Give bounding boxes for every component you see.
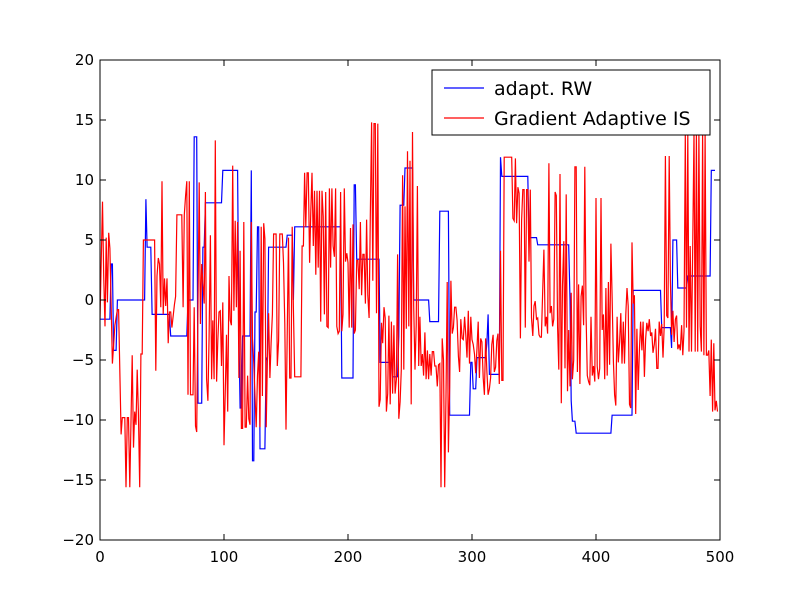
y-tick-label: −5 [72,351,94,369]
plot-frame [99,59,721,541]
y-tick-label: 0 [84,291,94,309]
y-tick-label: 10 [75,171,94,189]
series-layer [100,122,719,488]
series-line-gradient-adaptive-is [100,122,719,488]
x-tick-label: 300 [458,548,487,566]
y-tick-label: −20 [62,531,94,549]
y-tick-label: 5 [84,231,94,249]
x-tick-label: 200 [334,548,363,566]
legend: adapt. RW Gradient Adaptive IS [431,69,711,136]
y-tick-label: −10 [62,411,94,429]
x-tick-label: 400 [582,548,611,566]
x-tick-label: 0 [95,548,105,566]
y-tick-label: 15 [75,111,94,129]
tick-labels: 0 100 200 300 400 500 −20 −15 −10 −5 0 5 10 15 20 [62,51,734,566]
legend-label: adapt. RW [494,78,592,100]
legend-label: Gradient Adaptive IS [494,108,691,130]
y-tick-label: 20 [75,51,94,69]
series-line-adapt-rw [100,136,715,462]
x-tick-label: 500 [706,548,735,566]
legend-box [431,69,711,136]
y-tick-label: −15 [62,471,94,489]
x-tick-label: 100 [210,548,239,566]
